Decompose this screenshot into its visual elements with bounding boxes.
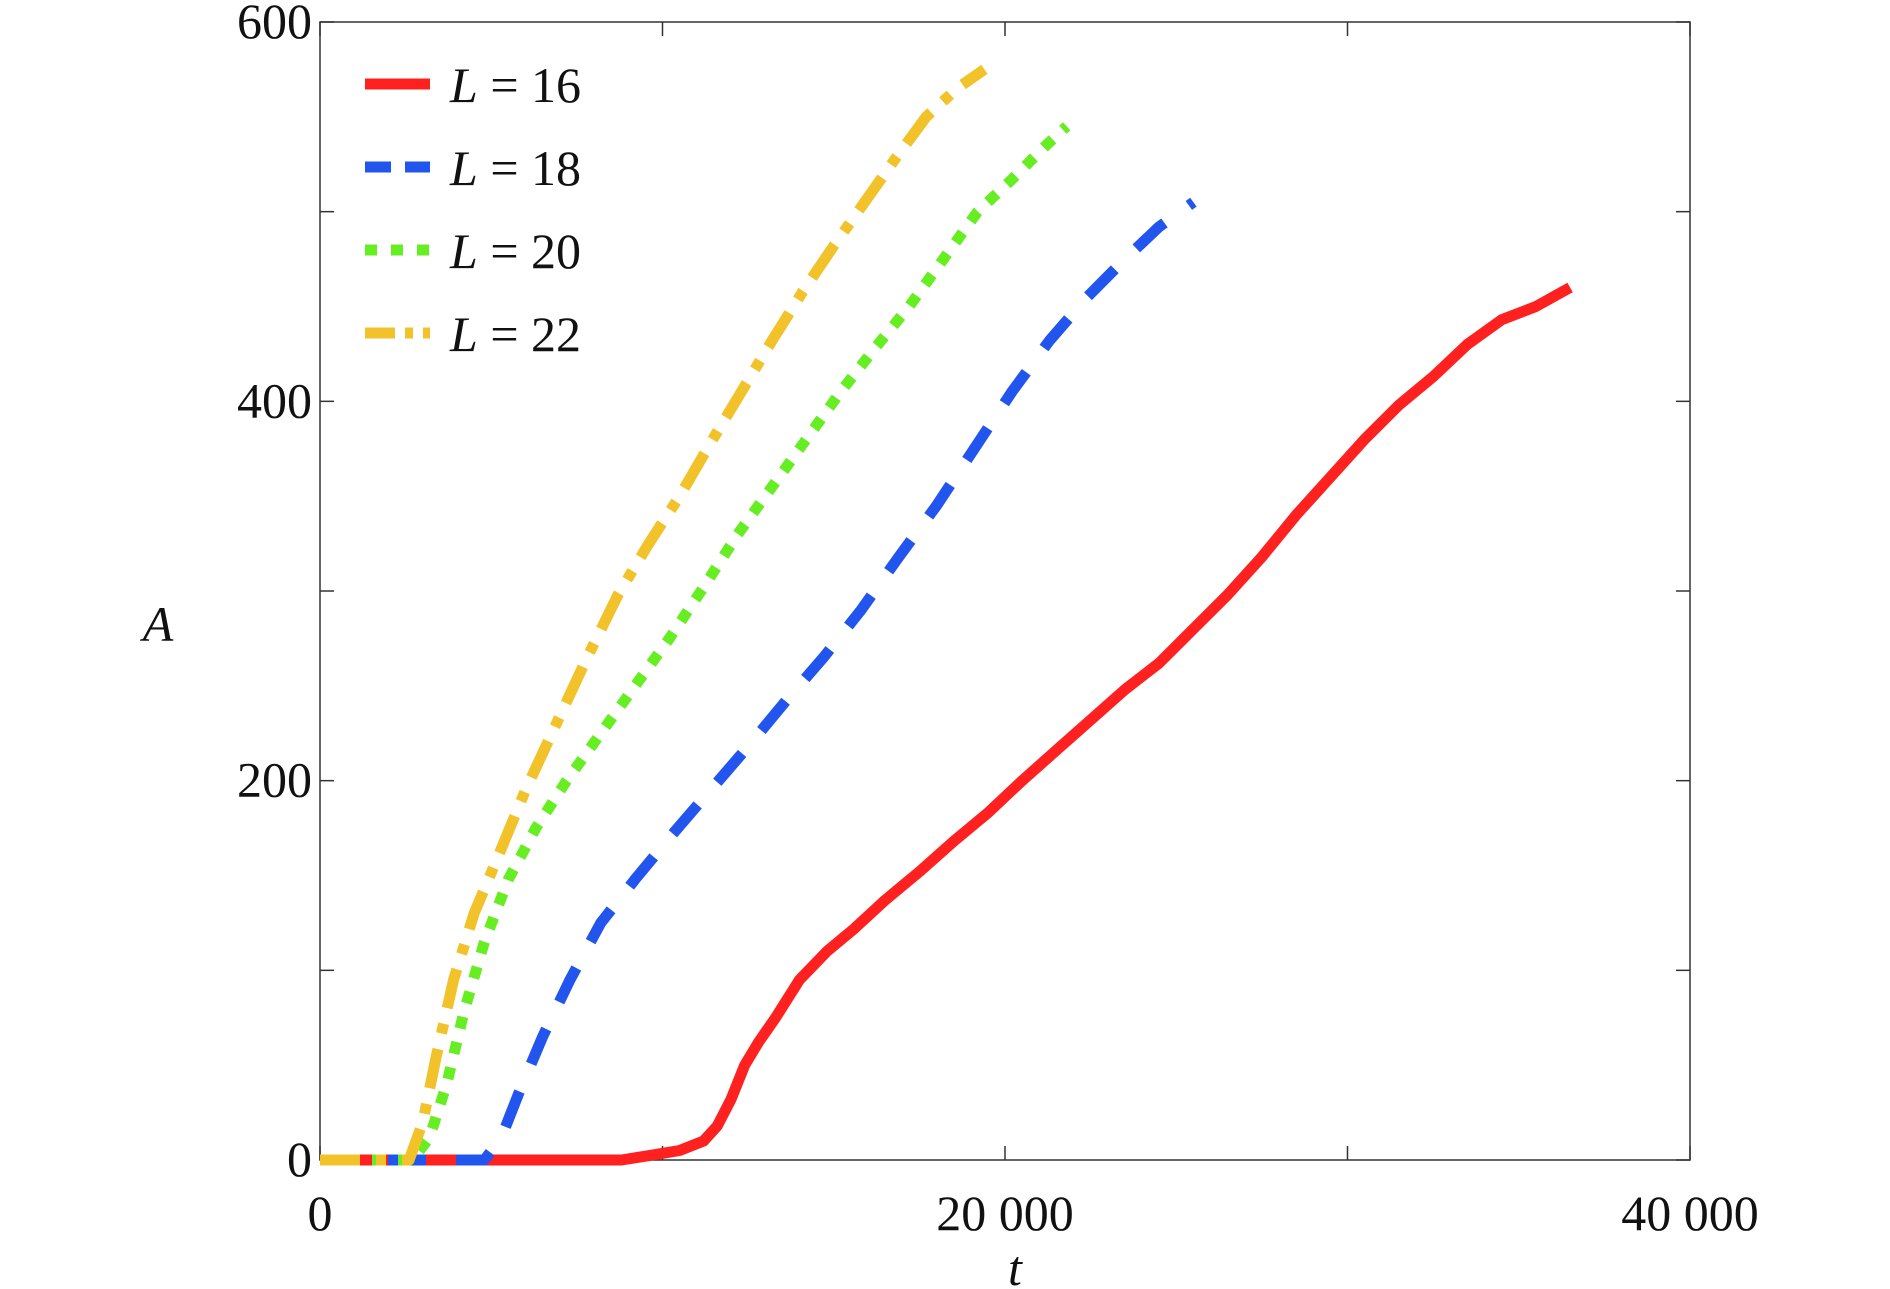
legend-variable: L: [449, 223, 478, 279]
legend-value: = 22: [478, 306, 581, 362]
series-line-4: [320, 64, 988, 1166]
series-line-1: [320, 282, 1573, 1166]
legend: L = 16L = 18L = 20L = 22: [365, 57, 581, 362]
y-axis-label: A: [140, 596, 174, 652]
x-tick-label: 40 000: [1621, 1185, 1759, 1241]
x-axis-label: t: [1008, 1240, 1023, 1289]
legend-value: = 20: [478, 223, 581, 279]
legend-value: = 18: [478, 140, 581, 196]
legend-value: = 16: [478, 57, 581, 113]
y-tick-label: 0: [287, 1131, 312, 1187]
legend-entry-label: L = 18: [449, 140, 581, 196]
legend-variable: L: [449, 306, 478, 362]
series-line-2: [320, 197, 1197, 1166]
y-tick-label: 400: [237, 372, 312, 428]
legend-variable: L: [449, 57, 478, 113]
x-tick-label: 0: [308, 1185, 333, 1241]
y-axis: 0 200 400 600: [237, 0, 1690, 1187]
legend-variable: L: [449, 140, 478, 196]
y-tick-label: 200: [237, 752, 312, 808]
x-tick-label: 20 000: [936, 1185, 1074, 1241]
x-axis: 0 20 000 40 000: [308, 22, 1759, 1241]
series-layer: [320, 64, 1573, 1166]
series-line-3: [320, 122, 1071, 1166]
legend-entry-label: L = 20: [449, 223, 581, 279]
legend-entry-label: L = 16: [449, 57, 581, 113]
y-tick-label: 600: [237, 0, 312, 49]
legend-entry-label: L = 22: [449, 306, 581, 362]
